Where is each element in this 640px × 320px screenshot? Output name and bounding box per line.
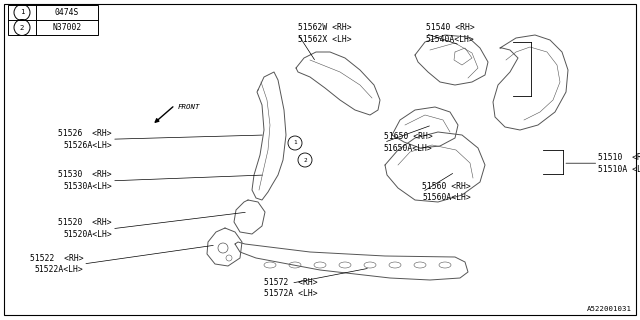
Text: 51530  <RH>
51530A<LH>: 51530 <RH> 51530A<LH> [58,170,112,191]
Text: FRONT: FRONT [178,104,200,110]
Bar [8,5,98,35]
Text: 51560 <RH>
51560A<LH>: 51560 <RH> 51560A<LH> [422,181,471,203]
Text: 51650 <RH>
51650A<LH>: 51650 <RH> 51650A<LH> [384,132,433,153]
Text: 2: 2 [20,25,24,30]
Text: 51510  <RH>
51510A <LH>: 51510 <RH> 51510A <LH> [598,153,640,173]
Text: 1: 1 [20,10,24,15]
Text: 51520  <RH>
51520A<LH>: 51520 <RH> 51520A<LH> [58,218,112,239]
Text: A522001031: A522001031 [587,306,632,312]
Text: 51540 <RH>
51540A<LH>: 51540 <RH> 51540A<LH> [426,23,474,44]
Text: N37002: N37002 [52,23,82,32]
Text: 51522  <RH>
51522A<LH>: 51522 <RH> 51522A<LH> [29,253,83,274]
Text: 2: 2 [303,157,307,163]
Text: 51526  <RH>
51526A<LH>: 51526 <RH> 51526A<LH> [58,129,112,150]
Text: 51562W <RH>
51562X <LH>: 51562W <RH> 51562X <LH> [298,23,351,44]
Text: 0474S: 0474S [55,8,79,17]
Text: 1: 1 [293,140,297,146]
Text: 51572  <RH>
51572A <LH>: 51572 <RH> 51572A <LH> [264,277,318,298]
